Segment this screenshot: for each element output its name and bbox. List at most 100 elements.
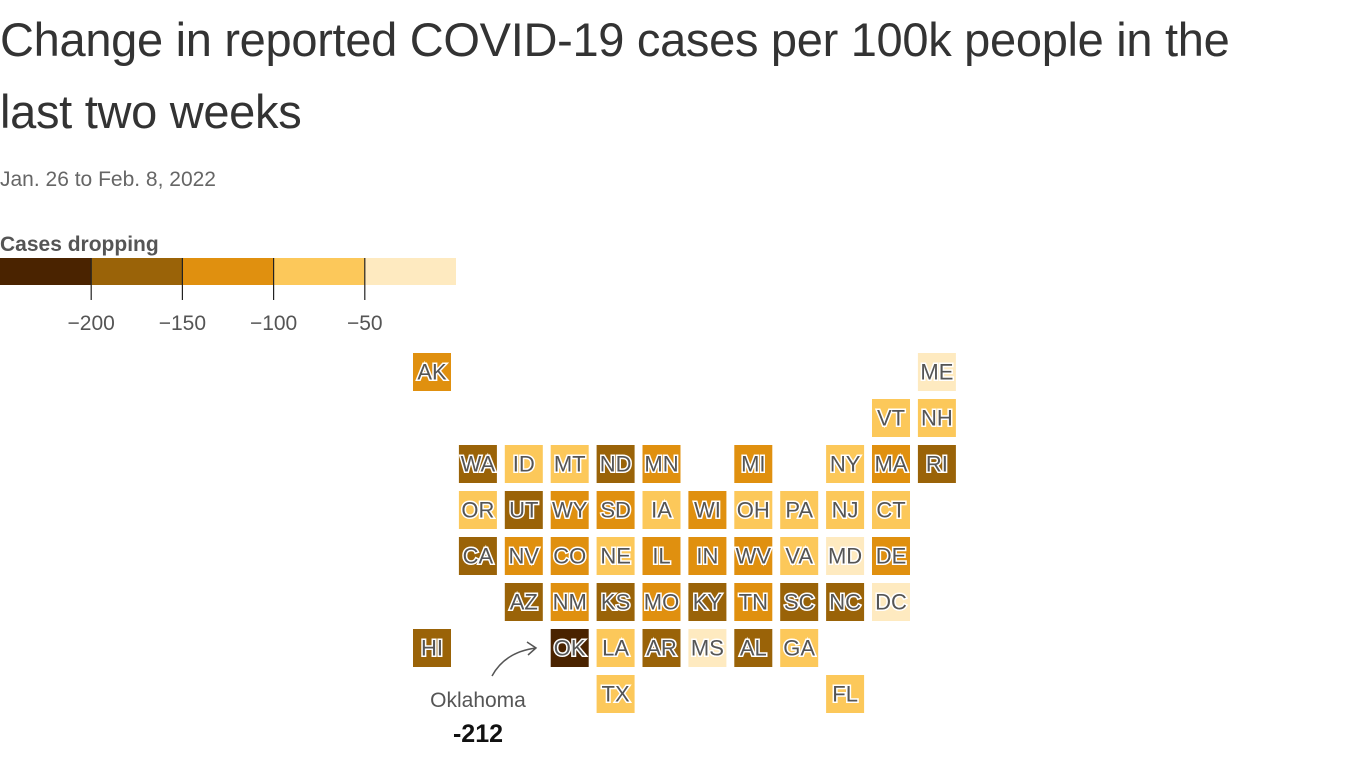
state-label: MO [644,590,679,615]
state-label: IL [652,544,670,569]
state-tile [734,629,773,667]
state-label: DE [876,544,907,569]
legend-tick-label: −50 [347,312,383,335]
legend-tick-label: −100 [250,312,297,335]
state-tile [826,583,865,621]
legend-bin [364,258,456,285]
state-tile [504,537,543,575]
subtitle: Jan. 26 to Feb. 8, 2022 [0,168,216,191]
state-label: NM [553,590,587,615]
state-tile [458,491,497,529]
annotation-arrow [491,641,538,677]
state-label: ME [920,360,953,385]
state-label: OH [737,498,770,523]
state-label: MA [875,452,908,477]
state-tile [780,583,819,621]
state-label: KS [601,590,630,615]
state-tile [872,491,910,529]
state-label: KY [693,590,723,615]
state-tile [504,583,543,621]
state-tile [642,445,681,483]
state-tile [642,491,681,529]
legend-bin [182,258,274,285]
legend-bin [273,258,365,285]
state-tile [642,583,681,621]
state-tile [504,491,543,529]
state-tile [550,583,589,621]
state-label: SC [784,590,815,615]
state-tile [917,399,956,437]
state-label: LA [602,636,629,661]
state-label: WI [694,498,721,523]
state-label: AK [417,360,447,385]
legend-title: Cases dropping [0,233,159,256]
state-label: CA [463,544,494,569]
state-tile [596,675,635,713]
state-label: MT [554,452,586,477]
state-tile [458,445,497,483]
legend-tick-label: −200 [68,312,115,335]
state-label: UT [509,498,538,523]
state-tile [734,491,773,529]
state-tile [688,537,727,575]
legend-bin [91,258,183,285]
state-tile [872,399,910,437]
state-label: OK [554,636,586,661]
legend-tick-label: −150 [159,312,206,335]
state-label: AZ [510,590,538,615]
state-tile [872,537,910,575]
state-tile [734,537,773,575]
state-label: OR [461,498,494,523]
annotation-label: Oklahoma [430,689,526,712]
state-label: MI [741,452,765,477]
state-tile [642,629,681,667]
state-label: VT [877,406,905,431]
state-label: SD [600,498,631,523]
state-label: GA [783,636,815,661]
state-label: WA [461,452,496,477]
state-label: NY [830,452,861,477]
state-tile [458,537,497,575]
state-tile [780,629,819,667]
annotation-value: -212 [453,720,503,748]
state-tile [413,629,451,667]
state-tile [826,537,865,575]
state-tile [688,629,727,667]
legend-bin [0,258,92,285]
state-tile [826,445,865,483]
state-label: NE [600,544,631,569]
state-tile [872,583,910,621]
state-label: NH [921,406,953,431]
state-tile [504,445,543,483]
state-label: NJ [832,498,859,523]
state-tile [826,675,865,713]
state-label: RI [926,452,948,477]
state-tile [642,537,681,575]
state-label: IN [696,544,718,569]
state-label: NV [509,544,540,569]
state-tile [550,491,589,529]
state-tile [596,537,635,575]
state-label: PA [785,498,813,523]
state-label: WV [736,544,772,569]
state-tile [780,537,819,575]
state-label: CO [553,544,586,569]
state-tile [550,537,589,575]
state-tile [596,445,635,483]
state-label: TX [602,682,630,707]
state-tile [688,491,727,529]
state-tile [596,491,635,529]
state-tile [917,353,956,391]
state-tile [734,583,773,621]
state-label: AL [740,636,767,661]
state-tile [413,353,451,391]
state-label: DC [875,590,907,615]
title: Change in reported COVID-19 cases per 10… [0,13,1230,138]
state-tile [917,445,956,483]
state-label: ID [513,452,535,477]
state-tile [596,583,635,621]
state-label: MN [644,452,678,477]
state-tile [550,629,589,667]
